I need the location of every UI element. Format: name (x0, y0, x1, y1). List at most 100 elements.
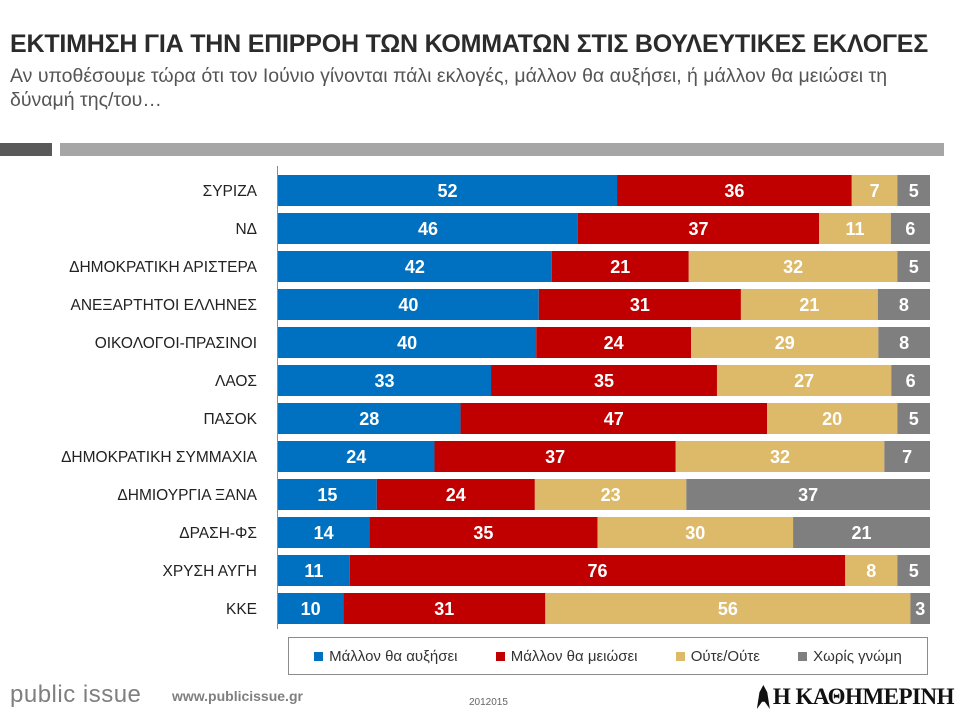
data-label: 46 (418, 219, 438, 239)
category-label: ΟΙΚΟΛΟΓΟΙ-ΠΡΑΣΙΝΟΙ (95, 335, 257, 352)
bar-segment-series-1 (538, 289, 741, 320)
data-label: 40 (397, 333, 417, 353)
footer-code: 2012015 (469, 697, 508, 708)
data-label: 11 (304, 561, 323, 581)
bar-segment-series-2 (688, 251, 898, 282)
bar-segment-series-3 (878, 327, 930, 358)
data-label: 30 (685, 523, 705, 543)
bar-segment-series-0 (278, 517, 370, 548)
data-label: 23 (601, 485, 621, 505)
data-label: 24 (346, 447, 366, 467)
bar-segment-series-1 (434, 441, 676, 472)
bar-segment-series-2 (845, 555, 898, 586)
data-label: 33 (374, 371, 394, 391)
bar-segment-series-0 (278, 593, 344, 624)
data-label: 40 (398, 295, 418, 315)
category-label: ΔΗΜΙΟΥΡΓΙΑ ΞΑΝΑ (117, 487, 257, 504)
legend-swatch (675, 651, 685, 661)
data-label: 35 (594, 371, 614, 391)
category-label: ΚΚΕ (226, 601, 257, 618)
data-label: 52 (438, 181, 458, 201)
legend-item: Μάλλον θα αυξήσει (314, 648, 457, 665)
bar-segment-series-2 (740, 289, 878, 320)
data-label: 56 (718, 599, 738, 619)
bar-segment-series-2 (675, 441, 885, 472)
bar-segment-series-0 (278, 213, 578, 244)
publicissue-logo: public issue (10, 681, 142, 708)
data-label: 32 (783, 257, 803, 277)
bar-segment-series-2 (767, 403, 898, 434)
data-label: 36 (724, 181, 744, 201)
legend-label: Μάλλον θα αυξήσει (329, 647, 458, 665)
data-label: 24 (446, 485, 466, 505)
data-label: 76 (587, 561, 607, 581)
data-label: 20 (822, 409, 842, 429)
category-label: ΔΗΜΟΚΡΑΤΙΚΗ ΣΥΜΜΑΧΙΑ (61, 449, 258, 466)
data-label: 21 (799, 295, 819, 315)
category-label: ΧΡΥΣΗ ΑΥΓΗ (163, 563, 258, 580)
bar-segment-series-0 (278, 555, 350, 586)
data-label: 24 (604, 333, 624, 353)
data-label: 6 (906, 371, 916, 391)
data-label: 47 (604, 409, 624, 429)
chart-subtitle: Αν υποθέσουμε τώρα ότι τον Ιούνιο γίνοντ… (10, 65, 888, 111)
footer-url: www.publicissue.gr (172, 688, 303, 704)
bar-segment-series-3 (891, 365, 930, 396)
bar-segment-series-3 (890, 213, 930, 244)
data-label: 8 (899, 295, 909, 315)
legend-label: Μάλλον θα μειώσει (510, 647, 638, 665)
bar-segment-series-2 (851, 175, 898, 206)
bar-segment-series-2 (716, 365, 892, 396)
data-label: 15 (317, 485, 337, 505)
header-rule-light (60, 143, 944, 156)
data-label: 35 (473, 523, 493, 543)
data-label: 31 (434, 599, 454, 619)
data-label: 31 (630, 295, 650, 315)
bar-segment-series-3 (686, 479, 930, 510)
bar-segment-series-2 (597, 517, 794, 548)
bar-segment-series-0 (278, 289, 539, 320)
bar-segment-series-1 (491, 365, 717, 396)
bar-segment-series-3 (793, 517, 930, 548)
data-label: 37 (545, 447, 565, 467)
bar-segment-series-0 (278, 365, 492, 396)
data-label: 29 (775, 333, 795, 353)
bar-segment-series-1 (376, 479, 535, 510)
header-rule-dark (0, 143, 52, 156)
kathimerini-logo: Η ΚΑΘΗΜΕΡΙΝΗ (756, 684, 955, 710)
chart-legend: Μάλλον θα αυξήσει Μάλλον θα μειώσει Ούτε/Ο… (288, 637, 928, 675)
bar-segment-series-3 (897, 175, 930, 206)
bar-segment-series-2 (819, 213, 891, 244)
bar-segment-series-0 (278, 403, 461, 434)
bar-segment-series-1 (617, 175, 852, 206)
data-label: 42 (405, 257, 425, 277)
bar-segment-series-1 (536, 327, 692, 358)
bar-segment-series-2 (545, 593, 911, 624)
bar-segment-series-3 (897, 251, 930, 282)
category-label: ΝΔ (235, 221, 257, 238)
bar-segment-series-2 (691, 327, 879, 358)
legend-swatch (495, 651, 505, 661)
legend-label: Ούτε/Ούτε (690, 647, 760, 665)
data-label: 7 (870, 181, 880, 201)
bar-segment-series-1 (343, 593, 546, 624)
bar-segment-series-0 (278, 441, 435, 472)
data-label: 21 (852, 523, 872, 543)
data-label: 14 (314, 523, 334, 543)
legend-swatch (314, 651, 324, 661)
bar-segment-series-1 (460, 403, 767, 434)
bar-segment-series-2 (534, 479, 687, 510)
category-label: ΑΝΕΞΑΡΤΗΤΟΙ ΕΛΛΗΝΕΣ (71, 297, 258, 314)
data-label: 10 (301, 599, 321, 619)
kathimerini-logo-text: Η ΚΑΘΗΜΕΡΙΝΗ (772, 684, 955, 709)
category-label: ΔΗΜΟΚΡΑΤΙΚΗ ΑΡΙΣΤΕΡΑ (69, 259, 258, 276)
bar-segment-series-3 (910, 593, 930, 624)
bar-segment-series-1 (577, 213, 820, 244)
bar-segment-series-3 (877, 289, 930, 320)
legend-item: Μάλλον θα μειώσει (495, 647, 638, 665)
data-label: 3 (915, 599, 925, 619)
data-label: 37 (689, 219, 709, 239)
data-label: 28 (359, 409, 379, 429)
kathimerini-emblem-icon (756, 685, 770, 709)
data-label: 7 (902, 447, 912, 467)
